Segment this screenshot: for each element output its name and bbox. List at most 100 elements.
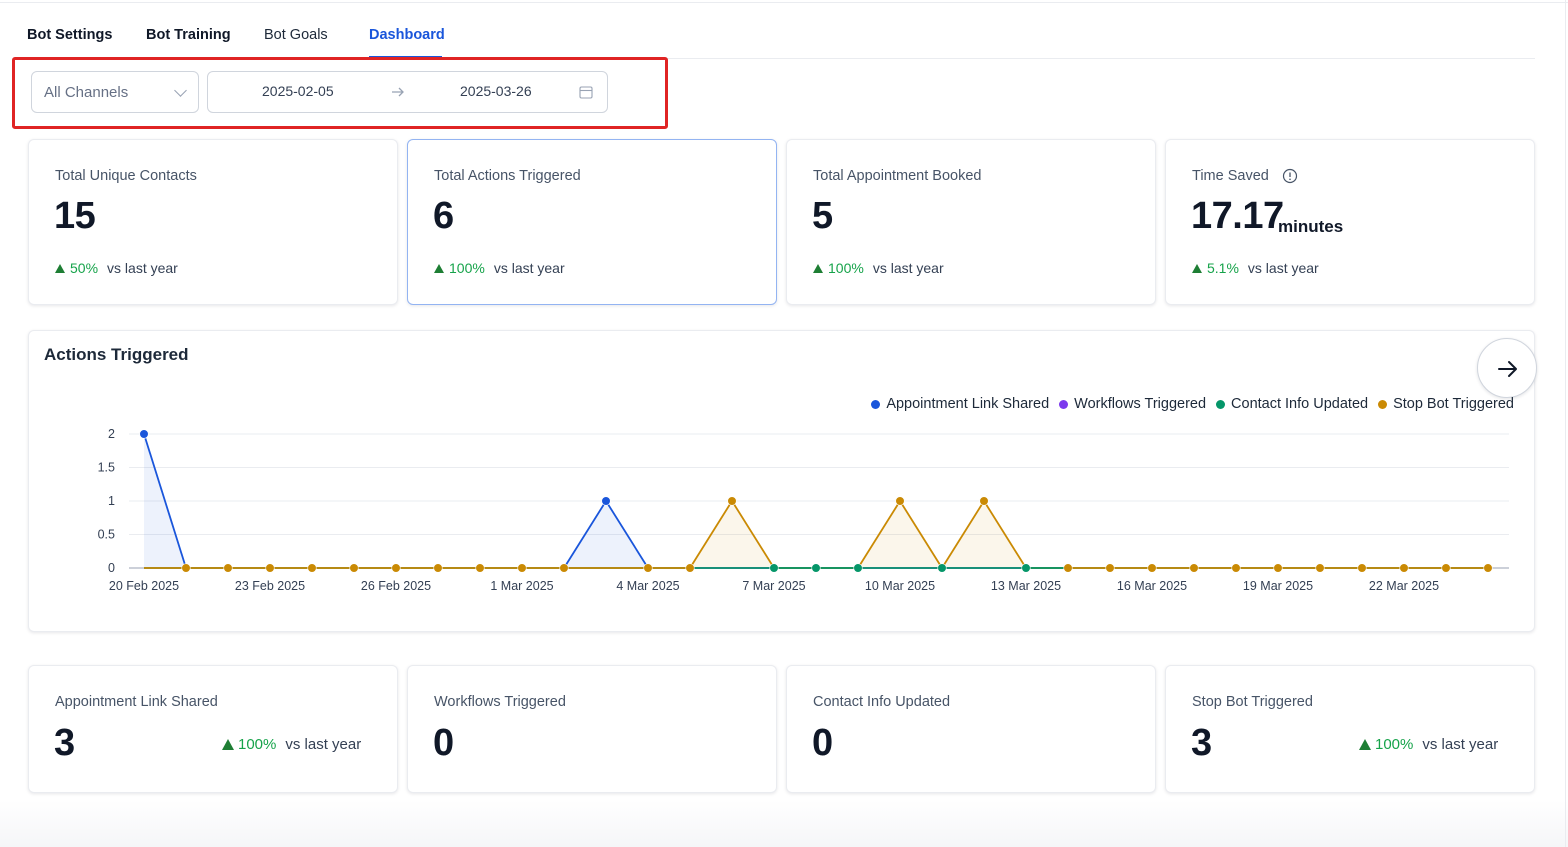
legend-dot-icon [871, 399, 881, 409]
chart-title: Actions Triggered [44, 345, 189, 364]
trend-up-icon [222, 739, 234, 750]
x-tick-label: 4 Mar 2025 [616, 579, 679, 593]
summary-label: Appointment Link Shared [55, 694, 218, 710]
legend-dot-icon [1378, 399, 1388, 409]
data-point [1399, 563, 1409, 573]
kpi-card-time-saved[interactable]: Time Saved 17.17 minutes 5.1% vs last ye… [1165, 139, 1535, 305]
tab-bot-settings[interactable]: Bot Settings [27, 0, 146, 58]
data-point [223, 563, 233, 573]
data-point [475, 563, 485, 573]
date-start-input[interactable]: 2025-02-05 [262, 83, 334, 99]
summary-card-workflows[interactable]: Workflows Triggered 0 [407, 665, 777, 793]
data-point [979, 496, 989, 506]
trend-percent: 100% [828, 260, 864, 276]
summary-card-appointment-link[interactable]: Appointment Link Shared 3 100% vs last y… [28, 665, 398, 793]
data-point [1021, 563, 1031, 573]
tab-bot-goals[interactable]: Bot Goals [264, 0, 369, 58]
data-point [517, 563, 527, 573]
y-tick-label: 2 [108, 427, 115, 441]
data-point [937, 563, 947, 573]
legend-item[interactable]: Workflows Triggered [1059, 396, 1206, 412]
x-tick-label: 20 Feb 2025 [109, 579, 179, 593]
series-line [143, 433, 187, 569]
data-point [391, 563, 401, 573]
data-point [139, 429, 149, 439]
data-point [685, 563, 695, 573]
kpi-trend: 50% vs last year [55, 260, 178, 276]
kpi-trend: 5.1% vs last year [1192, 260, 1319, 276]
data-point [1357, 563, 1367, 573]
kpi-label: Total Unique Contacts [55, 168, 197, 184]
legend-dot-icon [1216, 399, 1226, 409]
data-point [853, 563, 863, 573]
data-point [265, 563, 275, 573]
data-point [1063, 563, 1073, 573]
tab-label: Bot Goals [264, 27, 328, 43]
x-tick-label: 13 Mar 2025 [991, 579, 1061, 593]
kpi-value: 5 [812, 195, 833, 237]
legend-item[interactable]: Contact Info Updated [1216, 396, 1368, 412]
legend-item[interactable]: Appointment Link Shared [871, 396, 1049, 412]
data-point [643, 563, 653, 573]
trend-up-icon [1192, 263, 1202, 273]
calendar-icon[interactable] [579, 85, 593, 99]
x-tick-label: 10 Mar 2025 [865, 579, 935, 593]
top-divider [0, 2, 1568, 3]
trend-text: vs last year [107, 260, 178, 276]
tab-dashboard[interactable]: Dashboard [369, 0, 459, 58]
data-point [1441, 563, 1451, 573]
chart-next-button[interactable] [1477, 338, 1537, 398]
data-point [433, 563, 443, 573]
right-divider [1565, 0, 1566, 847]
x-tick-label: 1 Mar 2025 [490, 579, 553, 593]
data-point [181, 563, 191, 573]
y-tick-label: 1.5 [98, 461, 115, 475]
kpi-card-actions-triggered[interactable]: Total Actions Triggered 6 100% vs last y… [407, 139, 777, 305]
summary-card-contact-info[interactable]: Contact Info Updated 0 [786, 665, 1156, 793]
data-point [727, 496, 737, 506]
legend-item[interactable]: Stop Bot Triggered [1378, 396, 1514, 412]
summary-card-stop-bot[interactable]: Stop Bot Triggered 3 100% vs last year [1165, 665, 1535, 793]
trend-up-icon [55, 263, 65, 273]
trend-up-icon [434, 263, 444, 273]
channel-select[interactable]: All Channels [31, 71, 199, 113]
x-tick-label: 23 Feb 2025 [235, 579, 305, 593]
arrow-right-icon [1498, 361, 1517, 377]
y-tick-label: 0 [108, 561, 115, 575]
x-tick-label: 7 Mar 2025 [742, 579, 805, 593]
data-point [1483, 563, 1493, 573]
kpi-trend: 100% vs last year [813, 260, 944, 276]
chart-legend: Appointment Link Shared Workflows Trigger… [871, 396, 1514, 412]
tab-bar: Bot Settings Bot Training Bot Goals Dash… [27, 0, 459, 58]
y-tick-label: 0.5 [98, 528, 115, 542]
legend-label: Contact Info Updated [1231, 396, 1369, 412]
trend-text: vs last year [493, 260, 565, 276]
kpi-label: Time Saved [1192, 168, 1269, 184]
summary-label: Contact Info Updated [813, 694, 951, 710]
date-range-picker[interactable]: 2025-02-05 2025-03-26 [207, 71, 608, 113]
summary-value: 3 [54, 722, 76, 764]
arrow-right-icon [392, 87, 404, 97]
kpi-card-appointments-booked[interactable]: Total Appointment Booked 5 100% vs last … [786, 139, 1156, 305]
date-end-input[interactable]: 2025-03-26 [460, 83, 532, 99]
kpi-value: 15 [54, 195, 96, 237]
info-icon[interactable] [1282, 168, 1298, 184]
summary-label: Workflows Triggered [434, 694, 566, 710]
trend-percent: 100% [238, 736, 277, 753]
legend-dot-icon [1059, 399, 1069, 409]
kpi-card-unique-contacts[interactable]: Total Unique Contacts 15 50% vs last yea… [28, 139, 398, 305]
data-point [811, 563, 821, 573]
x-tick-label: 16 Mar 2025 [1117, 579, 1187, 593]
data-point [1273, 563, 1283, 573]
summary-value: 0 [433, 722, 455, 764]
data-point [1105, 563, 1115, 573]
tab-label: Bot Training [146, 27, 231, 43]
tab-bot-training[interactable]: Bot Training [146, 0, 264, 58]
kpi-value: 6 [433, 195, 454, 237]
data-point [895, 496, 905, 506]
x-tick-label: 22 Mar 2025 [1369, 579, 1439, 593]
data-point [1231, 563, 1241, 573]
kpi-label: Total Appointment Booked [813, 168, 982, 184]
trend-up-icon [1359, 739, 1371, 750]
tab-label: Bot Settings [27, 27, 113, 43]
